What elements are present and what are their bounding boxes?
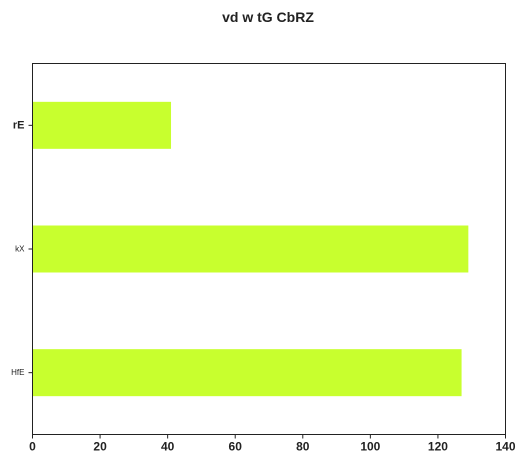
x-tick-label: 80 (296, 440, 310, 454)
bar-HfE (32, 349, 462, 397)
y-axis: rE kX HfE (11, 119, 33, 377)
bars-group (32, 101, 469, 397)
x-axis: 0 20 40 60 80 100 120 140 (29, 434, 516, 454)
chart-title: vd w tG CbRZ (222, 9, 314, 25)
bar-rE (32, 101, 172, 149)
y-tick-label: kX (15, 245, 25, 254)
bar-kX (32, 225, 469, 273)
x-tick-label: 40 (161, 440, 175, 454)
x-tick-label: 140 (495, 440, 515, 454)
x-tick-label: 100 (360, 440, 380, 454)
x-tick-label: 120 (428, 440, 448, 454)
x-tick-label: 60 (229, 440, 243, 454)
y-tick-label: rE (13, 119, 25, 131)
y-tick-label: HfE (11, 368, 24, 377)
x-tick-label: 0 (29, 440, 36, 454)
x-tick-label: 20 (93, 440, 107, 454)
